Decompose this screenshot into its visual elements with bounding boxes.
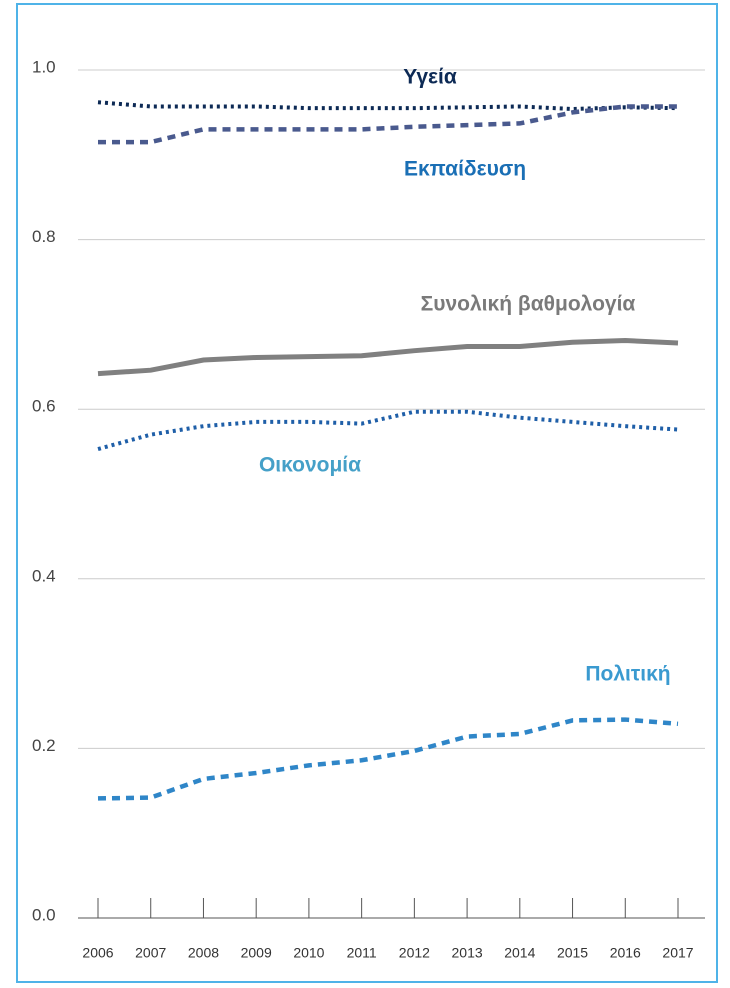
series-label: Συνολική βαθμολογία — [421, 293, 636, 316]
x-tick-label: 2010 — [293, 945, 324, 961]
series-label: Υγεία — [403, 66, 457, 89]
y-tick-label: 0.0 — [32, 905, 56, 924]
x-tick-label: 2006 — [82, 945, 113, 961]
x-tick-label: 2013 — [452, 945, 483, 961]
series-line — [97, 100, 679, 112]
series-line — [97, 338, 679, 377]
y-tick-label: 0.6 — [32, 397, 56, 416]
y-tick-label: 0.4 — [32, 566, 56, 585]
y-tick-label: 0.2 — [32, 736, 56, 755]
frame — [16, 3, 718, 983]
x-tick-label: 2008 — [188, 945, 219, 961]
x-tick-label: 2009 — [241, 945, 272, 961]
x-tick-label: 2017 — [662, 945, 693, 961]
series-label: Οικονομία — [259, 454, 361, 477]
x-tick-label: 2007 — [135, 945, 166, 961]
x-tick-label: 2016 — [610, 945, 641, 961]
series-label: Πολιτική — [585, 663, 670, 686]
series-line — [98, 104, 678, 145]
series-line — [97, 717, 679, 801]
series-label: Εκπαίδευση — [404, 158, 526, 181]
x-tick-label: 2014 — [504, 945, 535, 961]
series-line — [97, 409, 679, 451]
x-tick-label: 2012 — [399, 945, 430, 961]
x-tick-label: 2015 — [557, 945, 588, 961]
x-tick-label: 2011 — [347, 945, 377, 961]
y-tick-label: 0.8 — [32, 227, 56, 246]
y-tick-label: 1.0 — [32, 57, 56, 76]
